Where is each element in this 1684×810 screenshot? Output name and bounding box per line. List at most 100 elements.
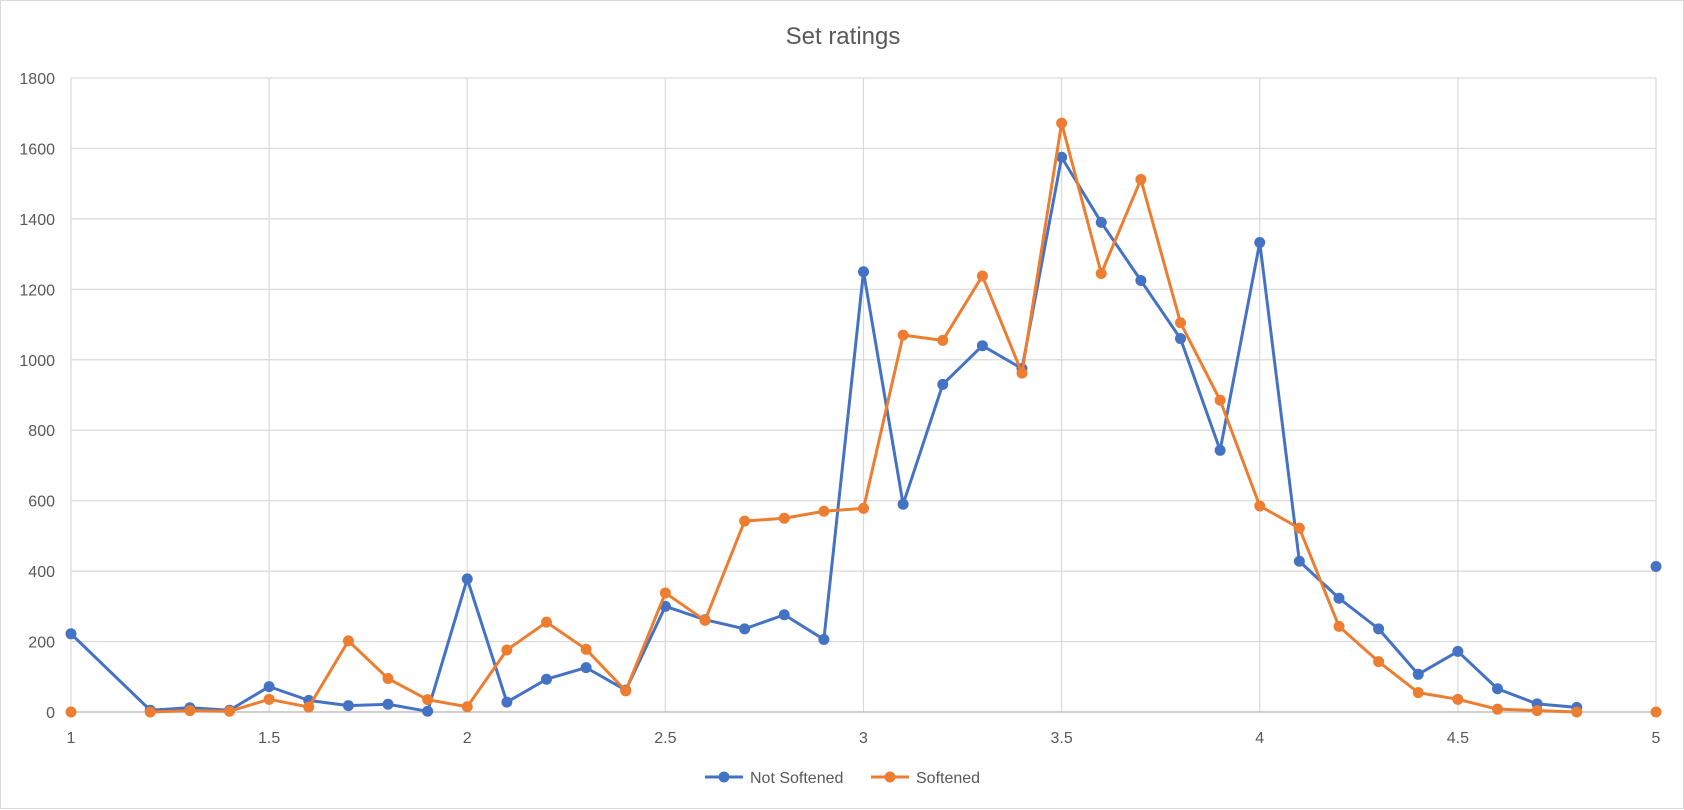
data-point [184,705,196,717]
legend-marker [884,771,896,783]
data-point [699,614,711,626]
y-tick-label: 200 [28,635,55,652]
data-point [303,701,315,713]
data-point [858,266,869,278]
data-point [1571,706,1583,718]
data-point [1214,444,1226,456]
data-point [1254,500,1266,512]
y-tick-label: 1400 [19,212,55,229]
data-point [739,623,751,635]
data-point [1412,668,1424,680]
data-point [1056,151,1068,163]
data-point [1175,317,1186,329]
legend-label: Softened [916,770,980,787]
y-tick-label: 1600 [19,141,55,158]
data-point [1254,236,1266,248]
y-axis-ticks: 0 200 400 600 800 1000 1200 1400 1600 1800 [19,71,55,722]
data-point [263,681,275,693]
y-tick-label: 600 [28,494,55,511]
data-point [541,673,552,685]
data-point [224,705,235,717]
data-point [1135,275,1147,287]
x-tick-label: 1.5 [258,730,280,747]
legend-marker [718,771,730,783]
data-point [580,662,592,674]
data-point [1095,267,1107,279]
data-point [342,635,354,647]
data-point [897,498,909,510]
data-point [659,587,671,599]
series-group [65,117,1662,718]
x-tick-label: 2 [463,730,472,747]
x-tick-label: 1 [67,730,76,747]
data-point [937,334,949,346]
data-point [1333,620,1345,632]
data-point [818,505,830,517]
x-tick-label: 4 [1255,730,1264,747]
gridlines [70,77,1657,712]
chart-title: Set ratings [786,23,901,50]
data-point [1412,687,1424,699]
data-point [976,270,988,282]
data-point [382,698,394,710]
data-point [422,705,434,717]
data-point [144,706,156,718]
data-point [263,693,275,705]
data-point [382,673,394,685]
x-axis-ticks: 1 1.5 2 2.5 3 3.5 4 4.5 5 [67,730,1661,747]
x-tick-label: 3.5 [1051,730,1073,747]
data-point [461,573,473,585]
data-point [778,512,790,524]
data-point [1373,656,1385,668]
data-point [342,700,354,712]
data-point [1135,173,1147,185]
data-point [1492,703,1503,715]
data-point [778,609,790,621]
data-point [937,378,949,390]
data-point [1650,561,1662,573]
data-point [1214,394,1226,406]
data-point [1452,645,1464,657]
data-point [501,644,513,656]
y-tick-label: 800 [28,423,55,440]
data-point [1175,333,1186,345]
data-point [1373,623,1385,635]
y-tick-label: 0 [46,705,55,722]
data-point [1650,706,1662,718]
data-point [1452,693,1464,705]
data-point [1293,522,1305,534]
x-tick-label: 5 [1652,730,1661,747]
data-point [620,685,632,697]
data-point [1492,683,1503,695]
data-point [422,694,434,706]
x-tick-label: 4.5 [1447,730,1469,747]
data-point [501,696,513,708]
data-point [1293,555,1305,567]
y-tick-label: 1000 [19,353,55,370]
x-tick-label: 2.5 [654,730,676,747]
data-point [818,633,830,645]
data-point [461,701,473,713]
y-tick-label: 1800 [19,71,55,88]
legend-label: Not Softened [750,770,843,787]
legend: Not Softened Softened [705,770,980,787]
data-point [65,628,77,640]
data-point [580,643,592,655]
data-point [858,502,869,514]
data-point [541,616,552,628]
series-1 [65,117,1662,718]
data-point [1333,592,1345,604]
data-point [1531,705,1543,717]
data-point [976,340,988,352]
y-tick-label: 1200 [19,282,55,299]
data-point [1095,216,1107,228]
y-tick-label: 400 [28,564,55,581]
data-point [65,706,77,718]
data-point [1016,367,1028,379]
data-point [1056,117,1068,129]
x-tick-label: 3 [859,730,868,747]
data-point [739,515,751,527]
series-line [69,155,1577,713]
